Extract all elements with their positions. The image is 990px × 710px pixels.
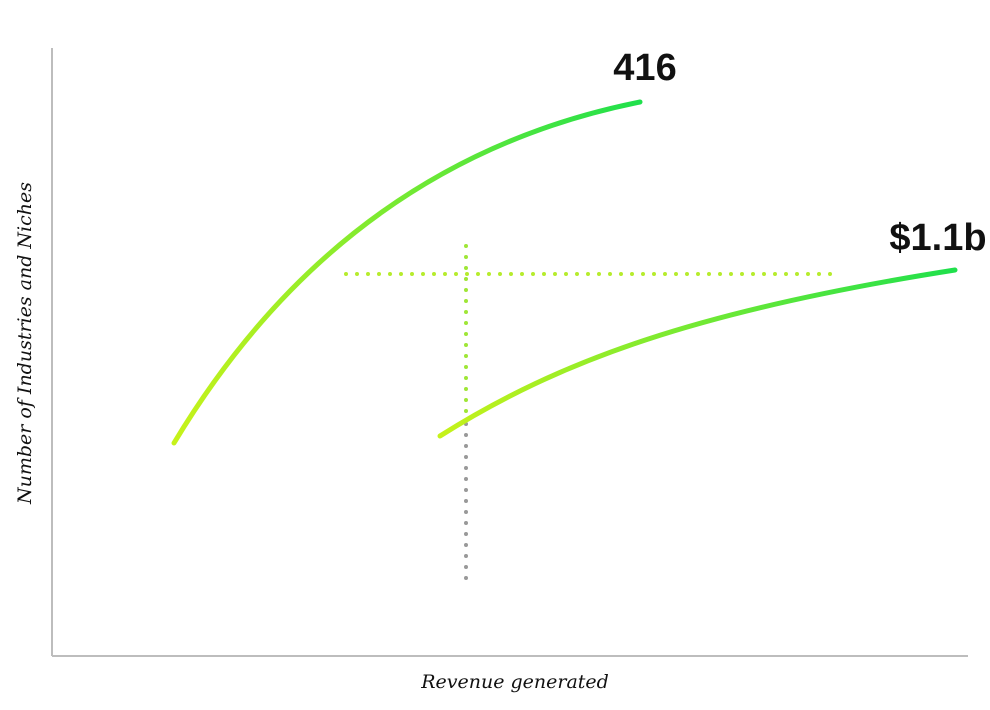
series-2-curve — [437, 267, 958, 439]
x-axis-title: Revenue generated — [420, 671, 609, 693]
series-1-curve — [171, 99, 643, 446]
y-axis-title: Number of Industries and Niches — [14, 182, 36, 505]
series-1-end-label: 416 — [613, 47, 676, 89]
series-2-end-label: $1.1b — [889, 217, 986, 259]
